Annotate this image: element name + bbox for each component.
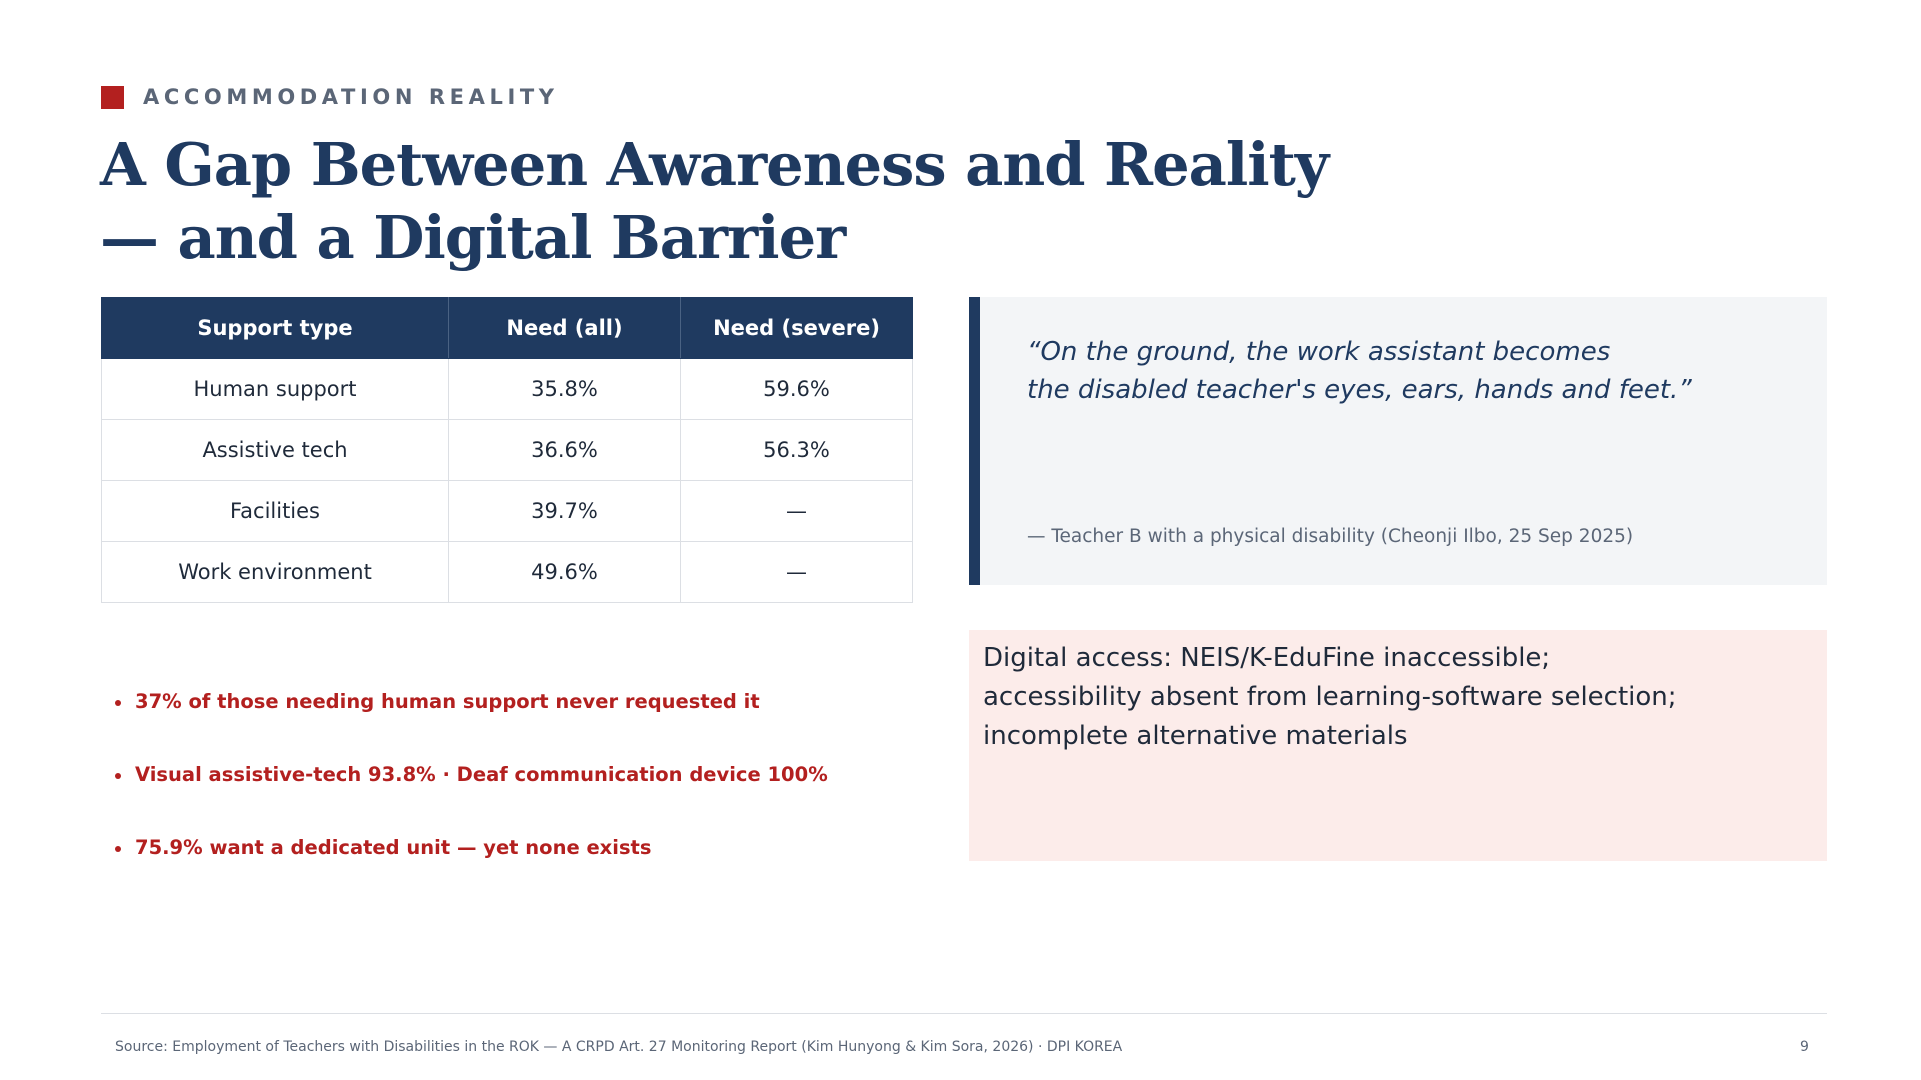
table-header-cell: Support type bbox=[101, 297, 449, 359]
table-cell: 59.6% bbox=[680, 358, 913, 420]
list-item: 75.9% want a dedicated unit — yet none e… bbox=[113, 836, 828, 909]
table-cell: Assistive tech bbox=[101, 419, 449, 481]
list-item: Visual assistive-tech 93.8% · Deaf commu… bbox=[113, 763, 828, 836]
footer-divider bbox=[101, 1013, 1827, 1014]
digital-line-2: accessibility absent from learning-softw… bbox=[983, 682, 1677, 712]
table-header-cell: Need (severe) bbox=[680, 297, 913, 359]
table-cell: 56.3% bbox=[680, 419, 913, 481]
table-cell: — bbox=[680, 541, 913, 603]
table-cell: 36.6% bbox=[448, 419, 681, 481]
digital-line-3: incomplete alternative materials bbox=[983, 721, 1408, 751]
table-cell: Facilities bbox=[101, 480, 449, 542]
section-eyebrow: ACCOMMODATION REALITY bbox=[101, 82, 559, 112]
list-item: 37% of those needing human support never… bbox=[113, 690, 828, 763]
quote-text: “On the ground, the work assistant becom… bbox=[1027, 333, 1817, 409]
quote-line-1: “On the ground, the work assistant becom… bbox=[1027, 337, 1611, 367]
quote-attribution: — Teacher B with a physical disability (… bbox=[1027, 526, 1634, 547]
key-findings-list: 37% of those needing human support never… bbox=[113, 690, 828, 909]
table-row: Work environment 49.6% — bbox=[101, 541, 913, 603]
table-cell: Human support bbox=[101, 358, 449, 420]
table-cell: 35.8% bbox=[448, 358, 681, 420]
digital-barrier-text: Digital access: NEIS/K-EduFine inaccessi… bbox=[983, 639, 1813, 756]
table-row: Assistive tech 36.6% 56.3% bbox=[101, 419, 913, 481]
quote-line-2: the disabled teacher's eyes, ears, hands… bbox=[1027, 375, 1692, 405]
table-header-cell: Need (all) bbox=[448, 297, 681, 359]
slide-title-line-1: A Gap Between Awareness and Reality bbox=[100, 130, 1329, 199]
page-number: 9 bbox=[1800, 1039, 1809, 1055]
table-cell: — bbox=[680, 480, 913, 542]
table-cell: Work environment bbox=[101, 541, 449, 603]
slide-title: A Gap Between Awareness and Reality — an… bbox=[100, 128, 1400, 274]
eyebrow-square-marker bbox=[101, 85, 124, 109]
table-row: Human support 35.8% 59.6% bbox=[101, 358, 913, 420]
table-row: Facilities 39.7% — bbox=[101, 480, 913, 542]
table-cell: 39.7% bbox=[448, 480, 681, 542]
digital-barrier-callout: Digital access: NEIS/K-EduFine inaccessi… bbox=[969, 630, 1827, 861]
source-citation: Source: Employment of Teachers with Disa… bbox=[115, 1039, 1123, 1055]
table-header-row: Support type Need (all) Need (severe) bbox=[101, 297, 913, 359]
testimonial-quote-box: “On the ground, the work assistant becom… bbox=[969, 297, 1827, 585]
table-cell: 49.6% bbox=[448, 541, 681, 603]
digital-line-1: Digital access: NEIS/K-EduFine inaccessi… bbox=[983, 643, 1551, 673]
support-needs-table: Support type Need (all) Need (severe) Hu… bbox=[101, 297, 913, 603]
eyebrow-label: ACCOMMODATION REALITY bbox=[143, 85, 559, 109]
slide-title-line-2: — and a Digital Barrier bbox=[100, 203, 846, 272]
